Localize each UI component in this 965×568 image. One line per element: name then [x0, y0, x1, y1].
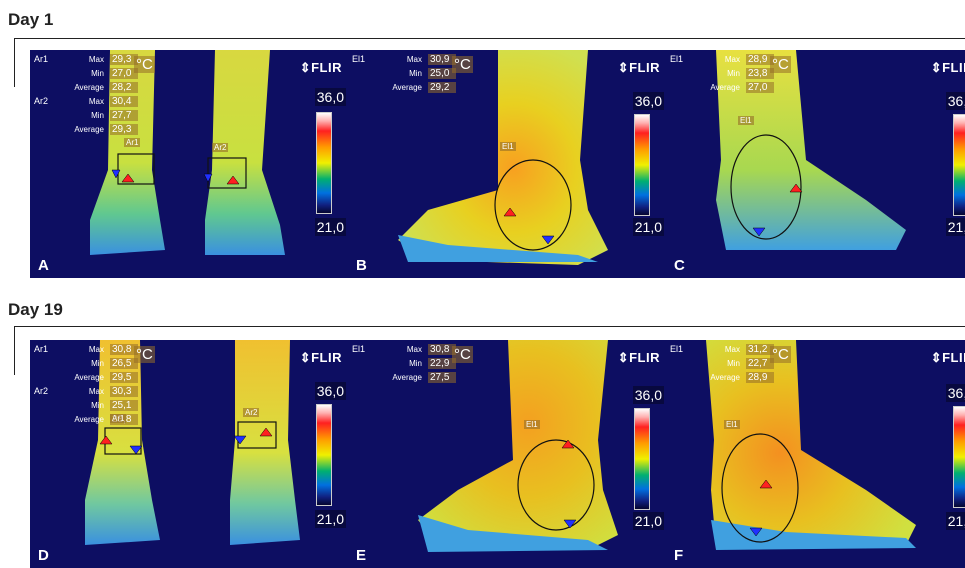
thermal-panel-b: El1 Max 30,9 Min 25,0 Average 29,2 °C El1 ⇕F… [348, 50, 668, 278]
flir-logo-icon: ⇕ [930, 350, 943, 365]
panel-letter: F [674, 547, 684, 564]
flir-logo: ⇕FLIR [617, 60, 660, 75]
temperature-colorbar [953, 114, 965, 216]
stats-block: El1 Max 28,9 Min 23,8 Average 27,0 [670, 52, 774, 94]
region-tag-el1: El1 [524, 420, 540, 429]
temperature-colorbar [634, 114, 650, 216]
thermal-image-right-leg [716, 50, 906, 250]
temperature-colorbar [316, 112, 332, 214]
scale-max-label: 36,0 [314, 382, 346, 400]
stats-block: El1 Max 30,9 Min 25,0 Average 29,2 [352, 52, 456, 94]
scale-max-label: 36,0 [945, 92, 965, 110]
unit-label: °C [770, 56, 791, 73]
flir-logo-icon: ⇕ [617, 60, 630, 75]
scale-min-label: 21,0 [945, 218, 965, 236]
panel-letter: C [674, 257, 685, 274]
panel-letter: B [356, 257, 367, 274]
temperature-colorbar [953, 406, 965, 508]
scale-max-label: 36,0 [632, 386, 664, 404]
unit-label: °C [452, 56, 473, 73]
flir-logo: ⇕FLIR [617, 350, 660, 365]
scale-min-label: 21,0 [945, 512, 965, 530]
region-tag-el1: El1 [500, 142, 516, 151]
region-tag-ar1: Ar1 [110, 414, 127, 423]
thermal-panel-f: El1 Max 31,2 Min 22,7 Average 28,9 °C El1 ⇕F… [666, 340, 965, 568]
flir-logo: ⇕FLIR [930, 60, 965, 75]
day-19-title: Day 19 [8, 300, 63, 319]
region-tag-el1: El1 [724, 420, 740, 429]
scale-max-label: 36,0 [314, 88, 346, 106]
flir-logo-icon: ⇕ [299, 60, 312, 75]
thermal-image-right-leg [706, 340, 916, 550]
flir-logo-icon: ⇕ [930, 60, 943, 75]
scale-min-label: 21,0 [632, 512, 664, 530]
thermal-image-front-legs [90, 50, 285, 255]
panel-letter: A [38, 257, 49, 274]
flir-logo: ⇕FLIR [930, 350, 965, 365]
scale-min-label: 21,0 [314, 218, 346, 236]
panel-letter: E [356, 547, 367, 564]
unit-label: °C [770, 346, 791, 363]
unit-label: °C [134, 346, 155, 363]
stats-block: Ar1 Max 29,3 Min 27,0 Average 28,2 Ar2 Max 30,… [34, 52, 138, 136]
scale-max-label: 36,0 [945, 384, 965, 402]
temperature-colorbar [634, 408, 650, 510]
flir-logo: ⇕FLIR [299, 60, 342, 75]
unit-label: °C [134, 56, 155, 73]
flir-logo-icon: ⇕ [617, 350, 630, 365]
region-tag-ar1: Ar1 [124, 138, 141, 147]
region-tag-ar2: Ar2 [212, 143, 229, 152]
stats-block: El1 Max 30,8 Min 22,9 Average 27,5 [352, 342, 456, 384]
thermal-image-front-legs [85, 340, 300, 545]
thermal-panel-e: El1 Max 30,8 Min 22,9 Average 27,5 °C El1 ⇕F… [348, 340, 668, 568]
thermal-panel-d: Ar1 Max 30,8 Min 26,5 Average 29,5 Ar2 Max 30,… [30, 340, 350, 568]
day-19-bracket [14, 326, 965, 375]
flir-logo: ⇕FLIR [299, 350, 342, 365]
temperature-colorbar [316, 404, 332, 506]
scale-min-label: 21,0 [314, 510, 346, 528]
stats-block: El1 Max 31,2 Min 22,7 Average 28,9 [670, 342, 774, 384]
scale-min-label: 21,0 [632, 218, 664, 236]
thermal-image-left-leg [418, 340, 618, 552]
thermal-image-left-leg [398, 50, 608, 265]
stats-block: Ar1 Max 30,8 Min 26,5 Average 29,5 Ar2 Max 30,… [34, 342, 138, 426]
scale-max-label: 36,0 [632, 92, 664, 110]
day-1-bracket [14, 38, 965, 87]
thermal-panel-c: El1 Max 28,9 Min 23,8 Average 27,0 °C El1 ⇕F… [666, 50, 965, 278]
flir-logo-icon: ⇕ [299, 350, 312, 365]
region-tag-ar2: Ar2 [243, 408, 260, 417]
panel-letter: D [38, 547, 49, 564]
unit-label: °C [452, 346, 473, 363]
day-1-title: Day 1 [8, 10, 54, 29]
region-tag-el1: El1 [738, 116, 754, 125]
thermal-panel-a: Ar1 Max 29,3 Min 27,0 Average 28,2 Ar2 Max 30,… [30, 50, 350, 278]
